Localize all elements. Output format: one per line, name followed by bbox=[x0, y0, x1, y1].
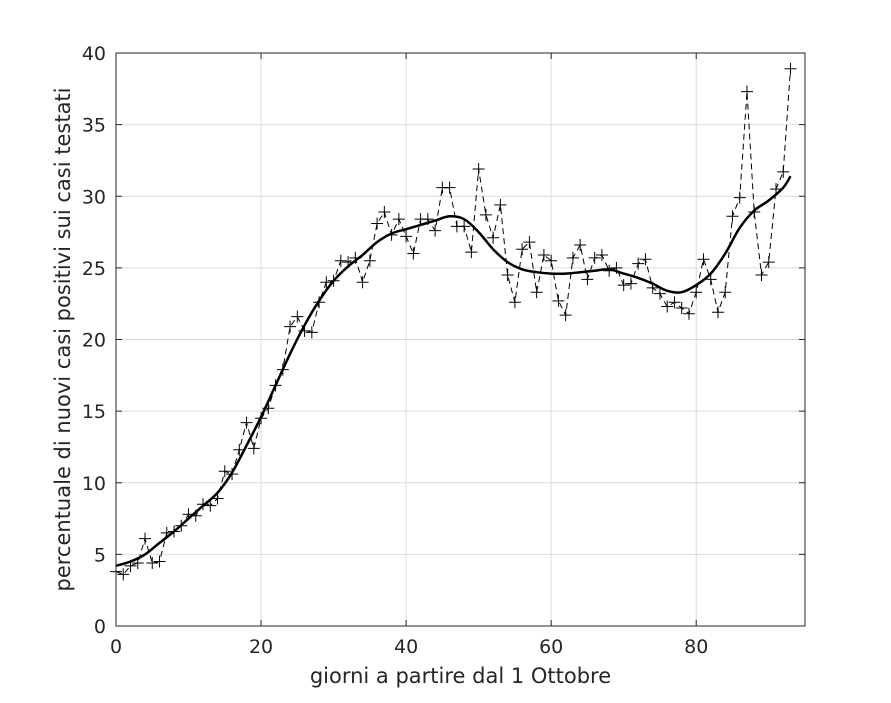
raw-point-marker bbox=[784, 62, 797, 75]
raw-point-marker bbox=[675, 301, 688, 314]
raw-point-marker bbox=[400, 230, 413, 243]
raw-point-marker bbox=[247, 442, 260, 455]
raw-point-marker bbox=[443, 181, 456, 194]
raw-point-marker bbox=[617, 279, 630, 292]
raw-point-marker bbox=[516, 243, 529, 256]
raw-point-marker bbox=[494, 198, 507, 211]
raw-point-marker bbox=[508, 296, 521, 309]
raw-point-marker bbox=[356, 276, 369, 289]
y-tick-label: 30 bbox=[82, 186, 106, 208]
raw-point-marker bbox=[139, 532, 152, 545]
x-axis-ticks: 0 20 40 60 80 bbox=[110, 53, 708, 658]
raw-series-line bbox=[115, 68, 791, 575]
raw-point-marker bbox=[762, 256, 775, 269]
raw-point-marker bbox=[552, 294, 565, 307]
raw-point-marker bbox=[777, 165, 790, 178]
raw-point-marker bbox=[566, 251, 579, 264]
series-smoothed-trend bbox=[115, 175, 792, 568]
raw-point-marker bbox=[588, 251, 601, 264]
raw-point-marker bbox=[697, 253, 710, 266]
raw-point-marker bbox=[465, 246, 478, 259]
raw-point-marker bbox=[523, 236, 536, 249]
raw-point-marker bbox=[733, 191, 746, 204]
y-tick-label: 40 bbox=[82, 43, 106, 65]
x-tick-label: 0 bbox=[110, 636, 122, 658]
raw-point-marker bbox=[284, 320, 297, 333]
raw-point-marker bbox=[624, 277, 637, 290]
raw-point-marker bbox=[545, 254, 558, 267]
raw-point-marker bbox=[639, 253, 652, 266]
raw-point-marker bbox=[595, 248, 608, 261]
y-tick-label: 35 bbox=[82, 115, 106, 137]
raw-point-marker bbox=[334, 254, 347, 267]
raw-point-marker bbox=[632, 257, 645, 270]
raw-point-marker bbox=[668, 296, 681, 309]
raw-point-marker bbox=[581, 273, 594, 286]
x-tick-label: 60 bbox=[539, 636, 563, 658]
x-tick-label: 20 bbox=[249, 636, 273, 658]
raw-point-marker bbox=[371, 217, 384, 230]
y-tick-label: 25 bbox=[82, 258, 106, 280]
raw-point-marker bbox=[501, 269, 514, 282]
y-tick-label: 15 bbox=[82, 401, 106, 423]
raw-point-marker bbox=[661, 300, 674, 313]
grid-lines bbox=[115, 52, 805, 627]
raw-point-marker bbox=[682, 307, 695, 320]
y-tick-label: 5 bbox=[94, 544, 106, 566]
raw-point-marker bbox=[559, 309, 572, 322]
y-tick-label: 0 bbox=[94, 616, 106, 638]
raw-point-marker bbox=[711, 306, 724, 319]
raw-point-marker bbox=[363, 254, 376, 267]
raw-point-marker bbox=[487, 231, 500, 244]
x-axis-label: giorni a partire dal 1 Ottobre bbox=[310, 664, 611, 688]
raw-point-marker bbox=[146, 556, 159, 569]
raw-point-marker bbox=[726, 210, 739, 223]
raw-point-marker bbox=[530, 286, 543, 299]
raw-point-marker bbox=[719, 286, 732, 299]
raw-point-marker bbox=[458, 220, 471, 233]
raw-point-marker bbox=[204, 499, 217, 512]
raw-point-marker bbox=[305, 326, 318, 339]
y-axis-label: percentuale di nuovi casi positivi sui c… bbox=[51, 88, 75, 592]
y-axis-ticks: 0 5 10 15 20 25 30 35 40 bbox=[82, 43, 805, 638]
raw-point-marker bbox=[378, 206, 391, 219]
y-tick-label: 10 bbox=[82, 473, 106, 495]
raw-point-marker bbox=[291, 310, 304, 323]
raw-point-marker bbox=[320, 276, 333, 289]
raw-point-marker bbox=[574, 238, 587, 251]
raw-point-marker bbox=[653, 287, 666, 300]
raw-point-marker bbox=[740, 85, 753, 98]
smooth-series-line bbox=[115, 175, 792, 568]
raw-point-marker bbox=[240, 416, 253, 429]
raw-point-marker bbox=[153, 555, 166, 568]
raw-point-marker bbox=[472, 163, 485, 176]
y-tick-label: 20 bbox=[82, 330, 106, 352]
raw-point-marker bbox=[392, 213, 405, 226]
raw-point-marker bbox=[537, 248, 550, 261]
raw-point-marker bbox=[690, 286, 703, 299]
raw-point-marker bbox=[479, 208, 492, 221]
x-tick-label: 80 bbox=[684, 636, 708, 658]
raw-point-marker bbox=[429, 224, 442, 237]
raw-point-marker bbox=[218, 465, 231, 478]
raw-point-marker bbox=[755, 269, 768, 282]
raw-point-marker bbox=[407, 247, 420, 260]
x-tick-label: 40 bbox=[394, 636, 418, 658]
series-raw-daily bbox=[110, 62, 797, 581]
raw-point-marker bbox=[117, 568, 130, 581]
